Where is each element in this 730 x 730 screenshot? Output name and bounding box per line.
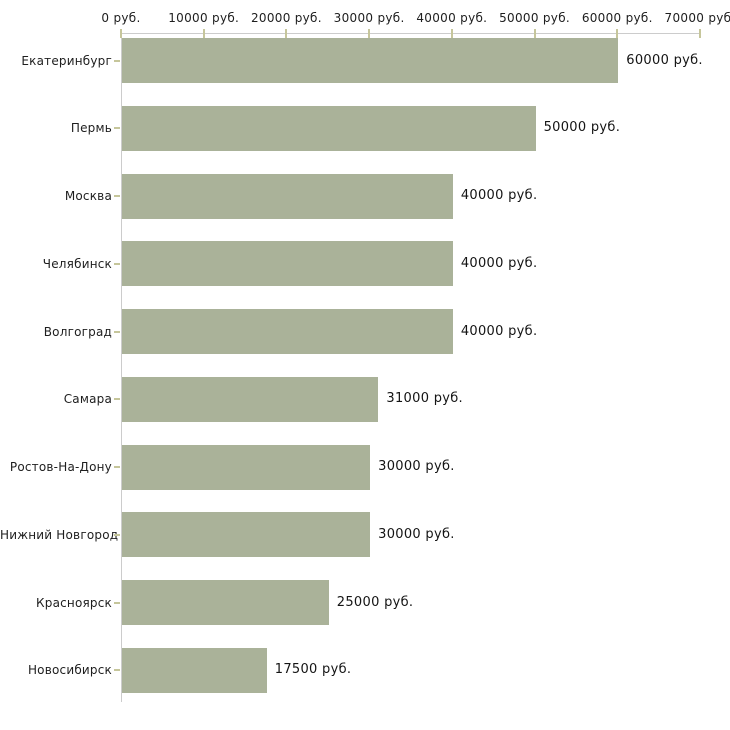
value-label: 40000 руб. — [460, 188, 538, 203]
bar-10 — [122, 647, 267, 693]
bar-7 — [122, 444, 371, 490]
value-label: 60000 руб. — [626, 52, 703, 68]
x-axis-line — [121, 33, 701, 34]
value-label: 30000 руб. — [378, 526, 455, 542]
category-label: Самара — [63, 392, 112, 407]
x-tick-label: 40000 руб. — [416, 11, 488, 25]
bar-9 — [122, 580, 329, 625]
x-tick-mark — [285, 29, 288, 38]
y-axis-line — [121, 33, 122, 702]
bar-8 — [122, 512, 371, 558]
x-tick-label: 30000 руб. — [333, 11, 405, 25]
y-tick-mark — [114, 262, 120, 265]
category-label: Красноярск — [36, 595, 112, 610]
value-label: 25000 руб. — [336, 594, 414, 610]
x-tick-mark — [616, 29, 619, 38]
y-tick-mark — [114, 330, 120, 333]
bar-3 — [122, 173, 453, 219]
category-label: Нижний Новгород — [0, 527, 119, 542]
value-label: 30000 руб. — [378, 459, 455, 474]
category-label: Екатеринбург — [21, 53, 112, 68]
x-tick-label: 10000 руб. — [168, 11, 240, 25]
value-label: 40000 руб. — [460, 323, 538, 339]
y-tick-mark — [114, 195, 120, 197]
category-label: Новосибирск — [27, 663, 112, 678]
y-tick-mark — [114, 466, 120, 468]
bar-5 — [122, 309, 453, 354]
category-label: Волгоград — [43, 324, 112, 339]
category-label: Пермь — [70, 121, 112, 136]
category-label: Москва — [64, 189, 112, 203]
y-tick-mark — [114, 59, 120, 62]
y-tick-mark — [114, 601, 120, 604]
x-tick-mark — [368, 29, 371, 38]
bar-1 — [122, 38, 619, 83]
bar-4 — [122, 241, 453, 287]
value-label: 50000 руб. — [543, 120, 621, 136]
x-tick-label: 20000 руб. — [250, 11, 322, 25]
x-tick-mark — [533, 29, 536, 38]
x-tick-mark — [699, 29, 701, 38]
bar-6 — [122, 376, 379, 422]
x-tick-label: 70000 руб. — [664, 11, 730, 25]
y-tick-mark — [114, 127, 120, 130]
category-label: Челябинск — [42, 256, 112, 271]
value-label: 17500 руб. — [274, 662, 352, 678]
bar-2 — [122, 105, 536, 151]
value-label: 40000 руб. — [460, 255, 538, 271]
x-tick-mark — [120, 29, 122, 38]
y-tick-mark — [114, 398, 120, 401]
x-tick-label: 0 руб. — [101, 11, 141, 25]
y-tick-mark — [114, 533, 120, 536]
x-tick-label: 50000 руб. — [499, 11, 571, 25]
x-tick-mark — [450, 29, 453, 38]
x-tick-label: 60000 руб. — [581, 11, 653, 25]
value-label: 31000 руб. — [386, 391, 463, 407]
x-tick-mark — [202, 29, 205, 38]
y-tick-mark — [114, 669, 120, 672]
category-label: Ростов-На-Дону — [9, 460, 112, 474]
